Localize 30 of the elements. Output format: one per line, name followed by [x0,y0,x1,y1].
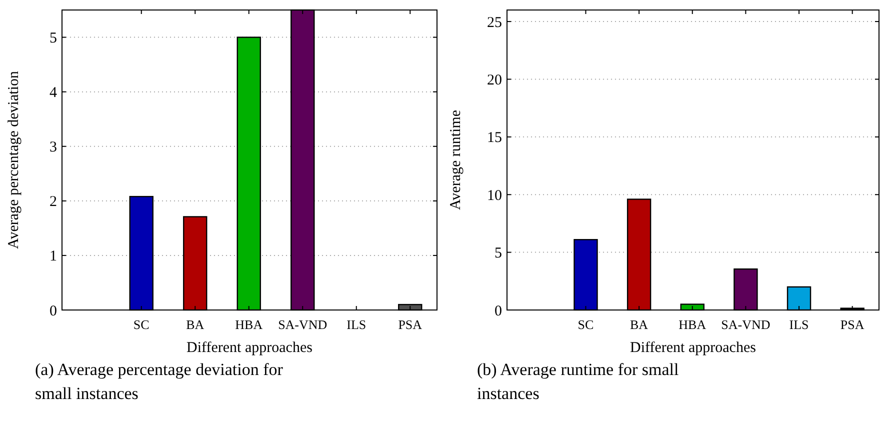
x-tick-label: BA [630,317,649,332]
y-tick-label: 0 [50,303,57,320]
x-tick-label: HBA [678,317,707,332]
text: (b) Average runtime for small instances [477,360,679,403]
y-axis-title: Average runtime [448,110,464,210]
x-tick-label: SC [133,317,150,332]
y-tick-label: 1 [50,248,57,265]
y-axis-title: Average percentage deviation [6,70,22,249]
y-tick-label: 15 [487,130,502,146]
y-tick-label: 3 [50,140,57,156]
y-tick-label: 10 [487,188,502,204]
x-tick-label: PSA [398,317,423,332]
x-axis-title: Different approaches [630,340,756,356]
y-tick-label: 0 [494,303,502,320]
x-tick-label: ILS [346,317,366,332]
y-tick-label: 2 [50,194,57,210]
x-tick-label: BA [186,317,205,332]
y-tick-label: 25 [487,14,502,31]
x-tick-label: HBA [235,317,264,332]
x-tick-label: PSA [840,317,865,332]
x-tick-label: SA-VND [278,317,328,332]
x-axis-title: Different approaches [186,340,313,356]
y-tick-label: 5 [494,246,502,262]
x-tick-label: SC [578,317,594,332]
y-tick-label: 4 [50,85,58,102]
text: (a) Average percentage deviation for small instances [35,360,284,403]
x-tick-label: ILS [789,317,809,332]
y-tick-label: 5 [50,30,57,47]
y-tick-label: 20 [487,72,502,88]
x-tick-label: SA-VND [721,317,770,332]
